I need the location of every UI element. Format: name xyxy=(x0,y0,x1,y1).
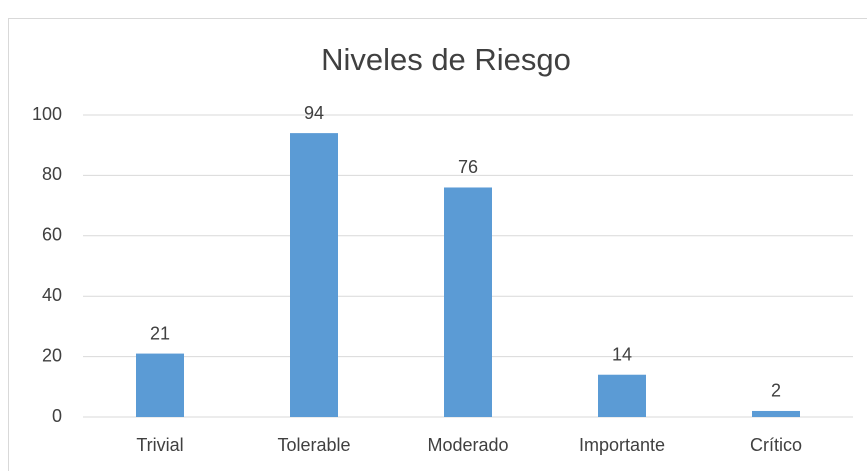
bar xyxy=(752,410,800,417)
x-tick-label: Trivial xyxy=(136,435,183,455)
data-label: 2 xyxy=(771,381,781,401)
y-tick-label: 20 xyxy=(42,345,62,365)
y-tick-label: 100 xyxy=(32,104,62,124)
y-tick-label: 80 xyxy=(42,164,62,184)
data-label: 76 xyxy=(458,157,478,177)
chart-title: Niveles de Riesgo xyxy=(321,42,571,77)
bar xyxy=(136,353,184,417)
bar xyxy=(598,374,646,417)
x-tick-label: Crítico xyxy=(750,435,802,455)
data-label: 21 xyxy=(150,323,170,343)
x-tick-label: Tolerable xyxy=(277,435,350,455)
data-label: 14 xyxy=(612,344,632,364)
y-tick-label: 0 xyxy=(52,406,62,426)
bar xyxy=(444,187,492,417)
data-label: 94 xyxy=(304,103,324,123)
x-tick-label: Importante xyxy=(579,435,665,455)
x-tick-label: Moderado xyxy=(427,435,508,455)
y-tick-label: 60 xyxy=(42,225,62,245)
y-tick-label: 40 xyxy=(42,285,62,305)
bar xyxy=(290,133,338,417)
